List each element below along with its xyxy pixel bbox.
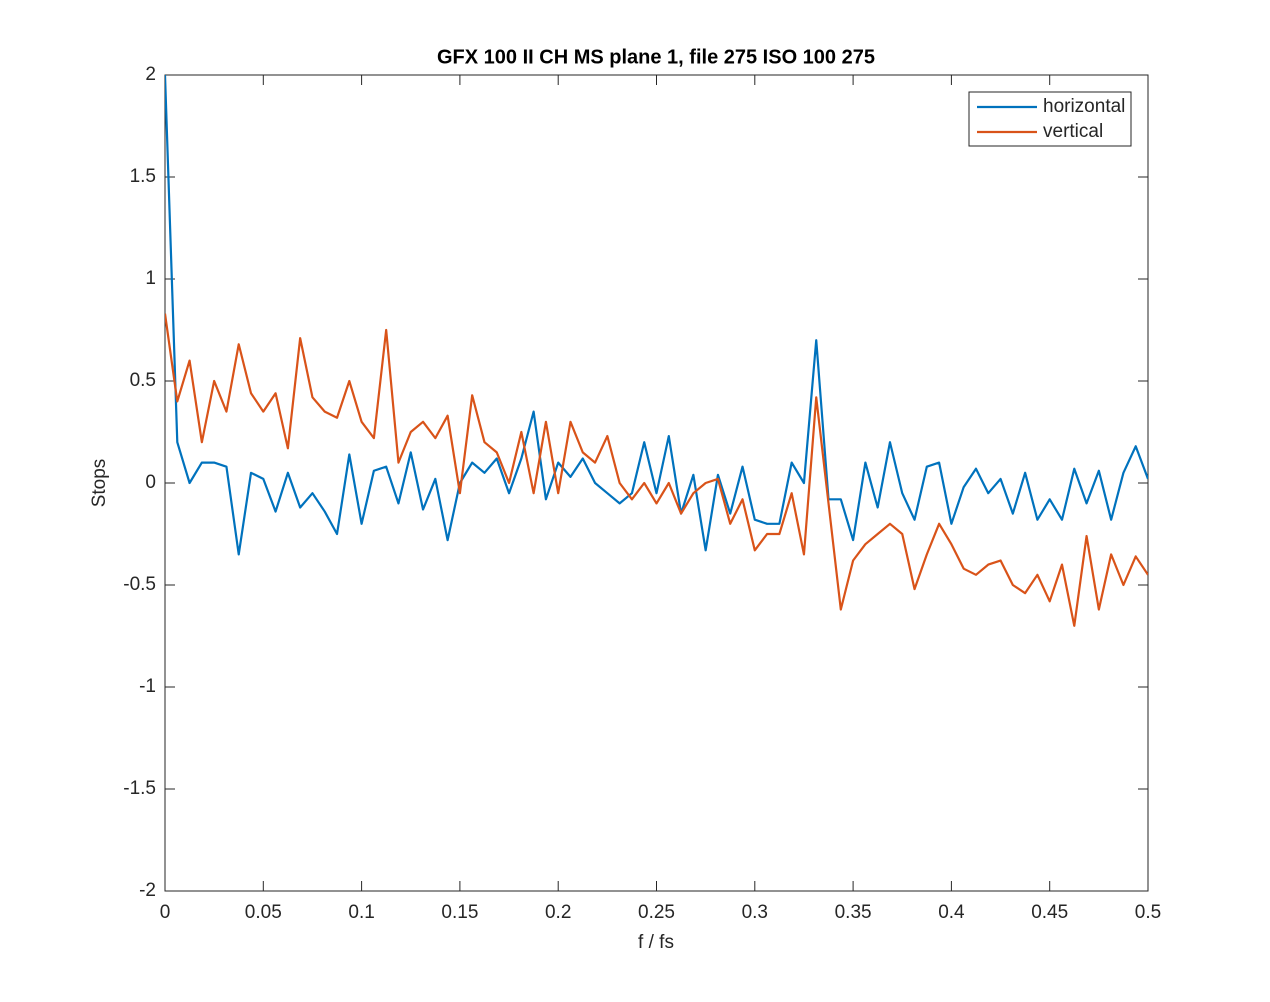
y-tick-label: -1.5 — [123, 778, 156, 799]
x-tick-label: 0.4 — [938, 902, 965, 923]
chart-title: GFX 100 II CH MS plane 1, file 275 ISO 1… — [437, 46, 875, 68]
x-tick-label: 0.3 — [742, 902, 768, 923]
y-tick-label: -2 — [139, 880, 156, 901]
x-tick-label: 0.2 — [545, 902, 571, 923]
x-axis-label: f / fs — [638, 932, 674, 953]
legend-label: vertical — [1043, 121, 1103, 142]
x-tick-label: 0.25 — [638, 902, 675, 923]
x-tick-label: 0.15 — [441, 902, 478, 923]
plot-area — [164, 74, 1149, 892]
legend-label: horizontal — [1043, 96, 1125, 117]
x-tick-label: 0.35 — [835, 902, 872, 923]
y-tick-label: 0.5 — [130, 370, 156, 391]
y-tick-label: 0 — [145, 472, 156, 493]
y-tick-label: -1 — [139, 676, 156, 697]
x-tick-label: 0.05 — [245, 902, 282, 923]
x-tick-label: 0.5 — [1135, 902, 1161, 923]
x-tick-label: 0.1 — [348, 902, 374, 923]
y-axis-label: Stops — [89, 459, 110, 508]
x-tick-label: 0 — [160, 902, 171, 923]
data-line — [165, 313, 1148, 627]
y-tick-label: 1 — [145, 268, 156, 289]
y-tick-label: 2 — [145, 64, 156, 85]
legend-box — [968, 91, 1132, 147]
y-tick-label: -0.5 — [123, 574, 156, 595]
x-tick-label: 0.45 — [1031, 902, 1068, 923]
lines — [165, 75, 1148, 627]
data-line — [165, 75, 1148, 556]
y-tick-label: 1.5 — [130, 166, 156, 187]
